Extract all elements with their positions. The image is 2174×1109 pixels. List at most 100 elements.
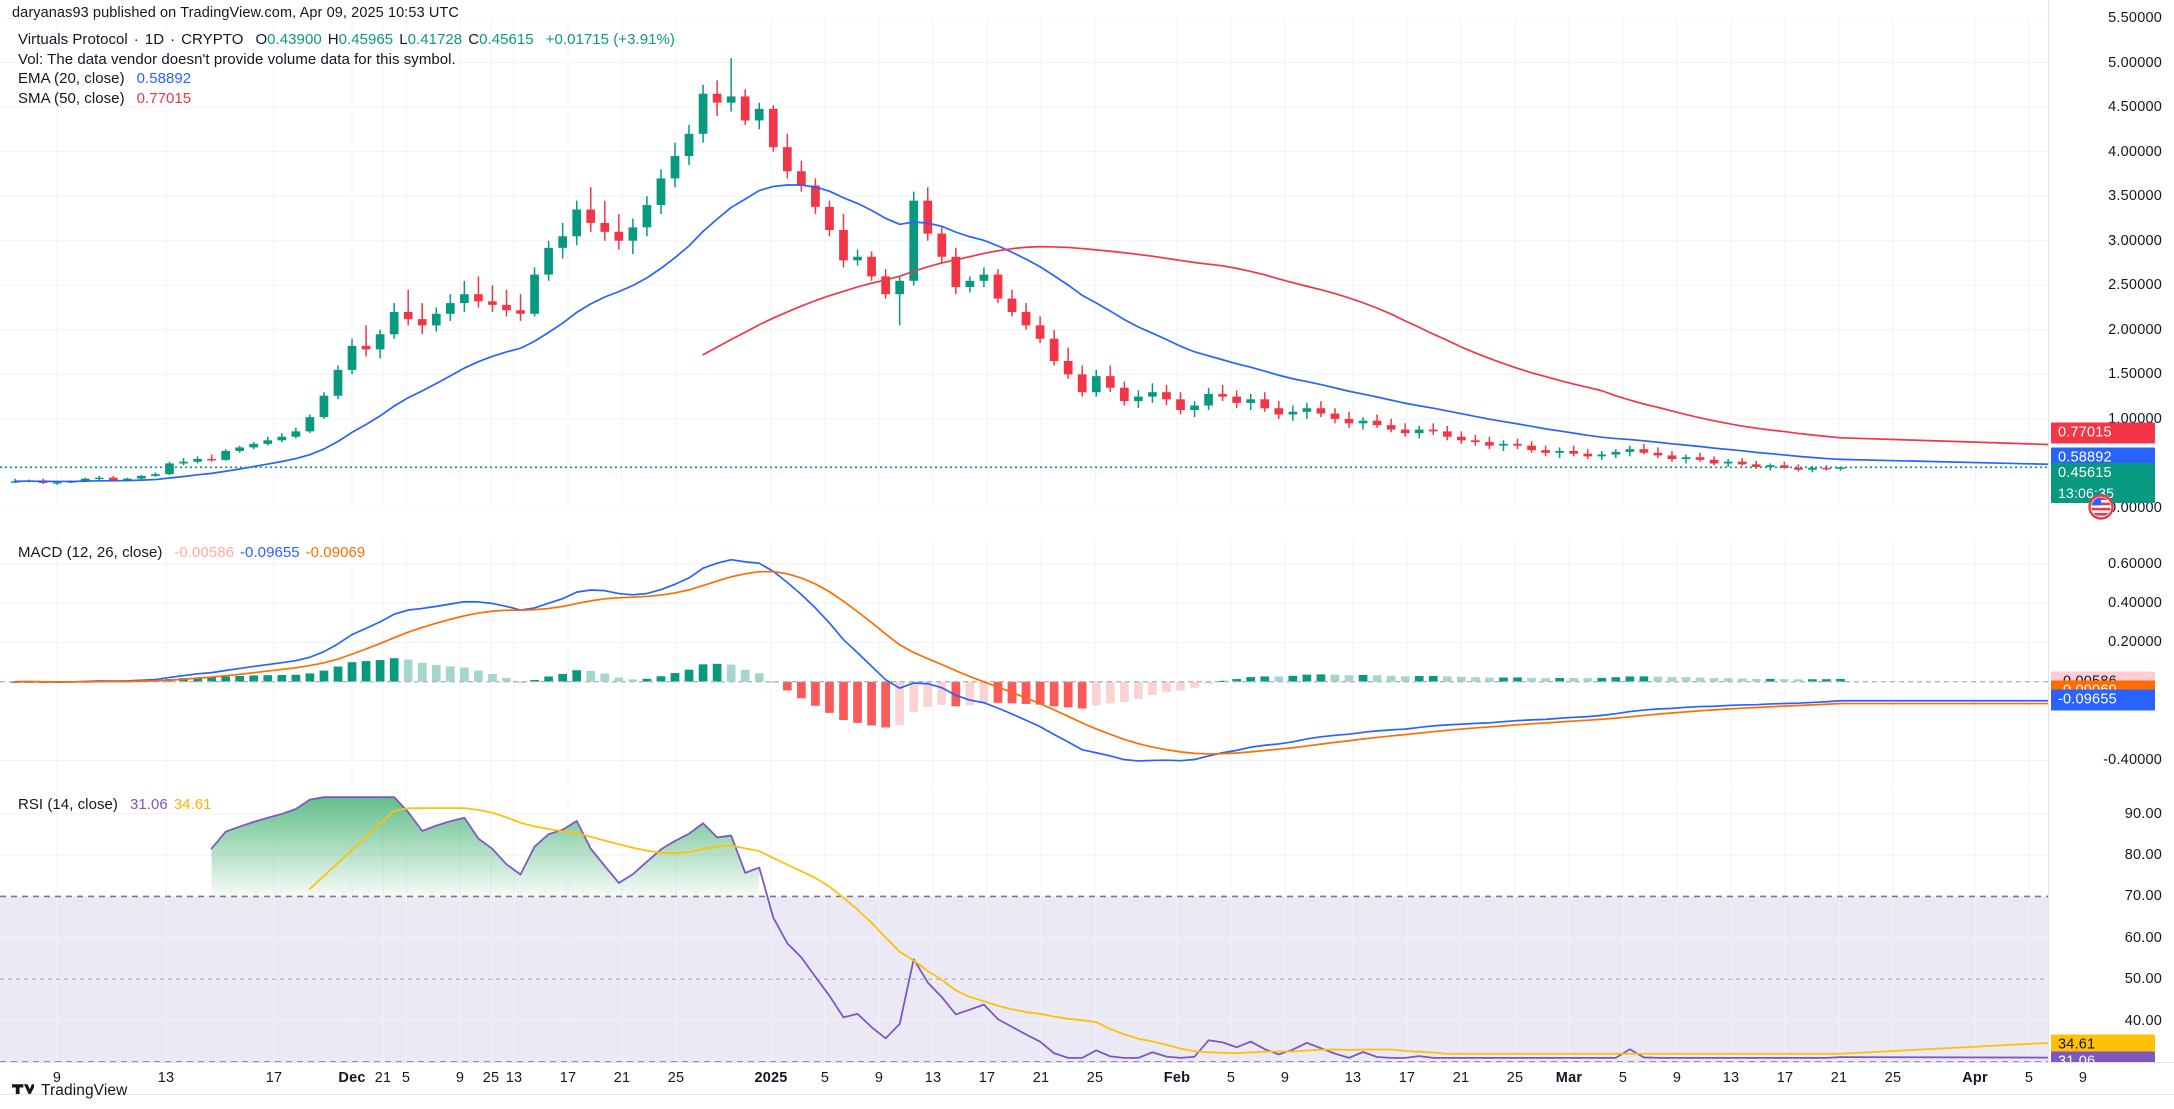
tradingview-brand-label: TradingView: [41, 1082, 128, 1099]
exchange-label: CRYPTO: [181, 31, 244, 48]
time-axis-label: Mar: [1555, 1070, 1583, 1086]
interval-label[interactable]: 1D: [144, 31, 165, 48]
time-axis-label: 2025: [754, 1070, 788, 1086]
macd-line-legend-value: -0.09655: [240, 544, 300, 561]
price-axis-tick: 2.50000: [2108, 277, 2162, 294]
time-axis-label: 9: [874, 1070, 884, 1086]
legend-sep-2: ·: [170, 31, 176, 48]
high-value: 0.45965: [338, 31, 394, 48]
us-flag-icon[interactable]: [2088, 494, 2114, 520]
macd-axis-tick: 0.60000: [2108, 555, 2162, 572]
time-axis-label: 5: [1618, 1070, 1628, 1086]
rsi-legend: RSI (14, close) 31.06 34.61: [18, 795, 212, 815]
time-axis-label: Feb: [1163, 1070, 1191, 1086]
price-axis-tick: 4.50000: [2108, 99, 2162, 116]
rsi-axis-tick: 80.00: [2124, 847, 2162, 864]
macd-line-badge[interactable]: -0.09655: [2051, 689, 2155, 711]
time-axis-label: 9: [2078, 1070, 2088, 1086]
time-axis-label: 9: [52, 1070, 62, 1086]
time-axis-label: 21: [1032, 1070, 1050, 1086]
price-chart-canvas[interactable]: [0, 18, 2048, 508]
ema-legend-label[interactable]: EMA (20, close): [18, 70, 125, 87]
low-key: L: [399, 31, 408, 48]
high-key: H: [327, 31, 339, 48]
rsi-legend-value: 31.06: [129, 796, 168, 813]
macd-legend: MACD (12, 26, close) -0.00586 -0.09655 -0.0…: [18, 543, 365, 563]
close-key: C: [468, 31, 480, 48]
rsi-axis-tick: 40.00: [2124, 1012, 2162, 1029]
rsi-axis-tick: 90.00: [2124, 805, 2162, 822]
sma-legend-label[interactable]: SMA (50, close): [18, 89, 125, 107]
price-axis-tick: 5.00000: [2108, 54, 2162, 71]
time-axis-label: 9: [1672, 1070, 1682, 1086]
rsi-pane: [0, 793, 2048, 1062]
attribution-text: daryanas93 published on TradingView.com,…: [12, 5, 459, 21]
last-price-badge[interactable]: 0.45615 13:06:35: [2051, 463, 2155, 504]
time-axis-label: 17: [265, 1070, 283, 1086]
time-axis-bottom-border: [0, 1094, 2174, 1095]
time-axis-label: 9: [1280, 1070, 1290, 1086]
time-axis-label: 5: [2024, 1070, 2034, 1086]
close-value: 0.45615: [479, 31, 534, 48]
time-axis-label: 13: [157, 1070, 175, 1086]
time-axis[interactable]: 9 13 17 21 25 Dec 5 9 13 17 21 25 2025 5 9 13 17 21 25 Feb 5…: [0, 1062, 2174, 1095]
rsi-ma-badge[interactable]: 34.61: [2051, 1034, 2155, 1056]
time-axis-label: 13: [1722, 1070, 1740, 1086]
rsi-ma-legend-value: 34.61: [173, 796, 212, 813]
axis-divider: [2048, 0, 2049, 1062]
tradingview-logo-icon: [12, 1084, 34, 1095]
price-axis-tick: 5.50000: [2108, 10, 2162, 26]
rsi-chart-canvas[interactable]: [0, 793, 2048, 1062]
rsi-axis-tick: 60.00: [2124, 929, 2162, 946]
change-value: +0.01715 (+3.91%): [545, 31, 675, 48]
ema-legend-value: 0.58892: [136, 70, 192, 87]
time-axis-label: 5: [1226, 1070, 1236, 1086]
volume-note: Vol: The data vendor doesn't provide vol…: [18, 50, 456, 68]
price-pane: [0, 18, 2048, 508]
time-axis-label: 5: [820, 1070, 830, 1086]
time-axis-label: 17: [559, 1070, 577, 1086]
time-axis-label: 21: [374, 1070, 392, 1086]
macd-chart-canvas[interactable]: [0, 540, 2048, 790]
time-axis-label: 21: [1830, 1070, 1848, 1086]
time-axis-top-border: [0, 1062, 2174, 1063]
time-axis-label: 13: [924, 1070, 942, 1086]
sma-price-badge[interactable]: 0.77015: [2051, 422, 2155, 444]
time-axis-label: 25: [1086, 1070, 1104, 1086]
open-value: 0.43900: [267, 31, 322, 48]
rsi-axis-tick: 50.00: [2124, 971, 2162, 988]
time-axis-label: 13: [505, 1070, 523, 1086]
sma-legend-value: 0.77015: [136, 89, 192, 107]
time-axis-label: 13: [1344, 1070, 1362, 1086]
price-axis-tick: 3.50000: [2108, 188, 2162, 205]
time-axis-label: 17: [1398, 1070, 1416, 1086]
symbol-name[interactable]: Virtuals Protocol: [18, 31, 128, 48]
price-axis-tick: 0.00000: [2108, 500, 2162, 516]
time-axis-label: 17: [978, 1070, 996, 1086]
time-axis-label: 9: [455, 1070, 465, 1086]
price-axis-tick: 3.00000: [2108, 232, 2162, 249]
time-axis-label: 21: [613, 1070, 631, 1086]
time-axis-label: Dec: [338, 1070, 366, 1086]
time-axis-label: 25: [667, 1070, 685, 1086]
macd-signal-legend-value: -0.09069: [305, 544, 366, 561]
time-axis-label: 17: [1776, 1070, 1794, 1086]
time-axis-label: 5: [401, 1070, 411, 1086]
price-axis-tick: 2.00000: [2108, 321, 2162, 338]
macd-pane: [0, 540, 2048, 790]
price-legend: Virtuals Protocol · 1D · CRYPTO O0.43900 H0.45…: [18, 30, 675, 108]
price-axis-tick: 1.50000: [2108, 366, 2162, 383]
macd-legend-label[interactable]: MACD (12, 26, close): [18, 544, 163, 561]
price-axis[interactable]: 5.50000 5.00000 4.50000 4.00000 3.50000 3.000…: [2048, 0, 2174, 1073]
price-axis-tick: 4.00000: [2108, 143, 2162, 160]
open-key: O: [255, 31, 268, 48]
footer-branding[interactable]: TradingView: [12, 1082, 127, 1100]
macd-axis-tick: 0.20000: [2108, 634, 2162, 651]
rsi-legend-label[interactable]: RSI (14, close): [18, 796, 118, 813]
ema-price-badge[interactable]: 0.58892: [2051, 447, 2155, 469]
time-axis-label: Apr: [1962, 1070, 1988, 1086]
time-axis-label: 21: [1452, 1070, 1470, 1086]
time-axis-label: 25: [482, 1070, 500, 1086]
time-axis-label: 25: [1506, 1070, 1524, 1086]
